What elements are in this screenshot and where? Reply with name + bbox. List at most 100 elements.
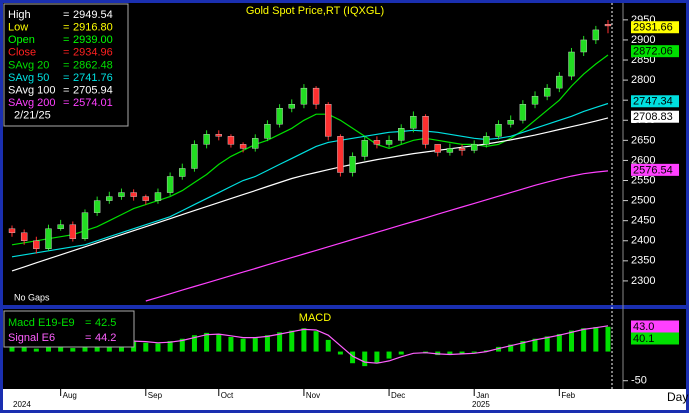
candle-body xyxy=(604,24,612,27)
legend-separator: = xyxy=(63,85,69,97)
macd-plot: -50 43.040.1 xyxy=(9,320,679,387)
macd-bar xyxy=(277,332,283,352)
candle-body xyxy=(118,192,125,197)
y-tick-label: 2800 xyxy=(631,74,655,86)
candle-body xyxy=(398,128,405,141)
price-marker-label: 40.1 xyxy=(633,333,654,345)
legend-label: Signal E6 xyxy=(8,332,55,344)
legend-separator: = xyxy=(63,72,69,84)
candle-body xyxy=(300,87,308,105)
candle-body xyxy=(422,116,429,145)
macd-bar xyxy=(532,338,538,352)
note: No Gaps xyxy=(14,292,50,302)
y-tick-label: 2350 xyxy=(631,255,655,267)
macd-title: MACD xyxy=(299,312,331,324)
candle-body xyxy=(179,168,186,177)
candle-body xyxy=(106,196,113,201)
year-label: 2024 xyxy=(13,400,31,409)
legend-label: SAvg 50 xyxy=(8,72,49,84)
x-axis-area xyxy=(3,389,686,410)
x-tick-label: Jan xyxy=(476,391,489,400)
legend-value: 2939.00 xyxy=(73,34,113,46)
y-tick-label: 2550 xyxy=(631,174,655,186)
legend-value: 2949.54 xyxy=(73,9,113,21)
macd-bar xyxy=(313,331,319,352)
x-tick-label: Sep xyxy=(148,391,163,400)
candle-body xyxy=(446,148,454,153)
macd-bar xyxy=(58,345,64,352)
macd-bar xyxy=(301,328,307,352)
macd-bar xyxy=(264,335,270,352)
candle-body xyxy=(568,51,575,77)
candle-body xyxy=(81,212,89,239)
y-tick-label: 2900 xyxy=(631,34,655,46)
y-tick-label: 2450 xyxy=(631,215,655,227)
legend-label: SAvg 20 xyxy=(8,59,49,71)
candle-body xyxy=(495,124,502,137)
macd-bar xyxy=(398,351,404,355)
macd-bar xyxy=(252,337,258,352)
macd-bar xyxy=(240,338,246,352)
macd-legend-box xyxy=(3,310,135,348)
candle-body xyxy=(543,87,551,97)
legend-box xyxy=(3,3,129,127)
price-marker-label: 2708.83 xyxy=(633,111,673,123)
candle-body xyxy=(264,124,271,139)
macd-bar xyxy=(496,346,502,352)
price-marker xyxy=(631,320,679,333)
candle-body xyxy=(483,136,490,145)
candle-body xyxy=(458,148,466,151)
y-tick-label: 2850 xyxy=(631,54,655,66)
candle-body xyxy=(8,228,16,233)
macd-bar xyxy=(82,345,88,352)
candle-body xyxy=(519,104,527,121)
candle-body xyxy=(385,140,393,145)
legend-separator: = xyxy=(63,47,69,59)
legend-label: High xyxy=(8,9,31,21)
legend-separator: = xyxy=(63,22,69,34)
candle-body xyxy=(434,144,441,153)
candle-body xyxy=(69,224,77,239)
macd-bar xyxy=(143,342,149,352)
candle-body xyxy=(252,138,259,149)
x-tick-label: Feb xyxy=(561,391,575,400)
macd-bar xyxy=(216,334,222,352)
macd-bar xyxy=(337,351,343,355)
macd-bar xyxy=(350,351,356,364)
macd-bar xyxy=(374,351,380,364)
candle-body xyxy=(349,156,356,173)
macd-bar xyxy=(386,351,392,359)
price-marker xyxy=(631,332,679,345)
macd-bar xyxy=(325,339,331,352)
x-tick-label: Oct xyxy=(221,391,234,400)
candle-body xyxy=(288,104,295,109)
candle-body xyxy=(325,104,332,137)
candle-body xyxy=(592,29,600,41)
legend-separator: = xyxy=(63,97,69,109)
macd-bar xyxy=(569,330,575,352)
macd-bar xyxy=(70,348,76,352)
price-marker xyxy=(631,163,679,176)
moving-average xyxy=(11,117,609,272)
macd-bar xyxy=(33,348,39,352)
candle-body xyxy=(531,95,539,105)
candle-body xyxy=(373,140,381,145)
legend-value: 2916.80 xyxy=(73,22,113,34)
legend-label: Open xyxy=(8,34,35,46)
macd-bar xyxy=(581,328,587,352)
candle-body xyxy=(166,176,174,193)
candle-body xyxy=(361,140,368,157)
candle-body xyxy=(203,134,210,145)
candle-body xyxy=(33,240,40,249)
y-tick-label: 2500 xyxy=(631,194,655,206)
candle-body xyxy=(142,196,149,201)
legend-value: 44.2 xyxy=(95,332,116,344)
macd-bar xyxy=(21,346,27,352)
price-marker-label: 2931.66 xyxy=(633,22,673,34)
moving-average xyxy=(11,54,609,246)
macd-bar xyxy=(204,332,210,352)
legend-label: Macd E19-E9 xyxy=(8,317,75,329)
macd-bar xyxy=(508,344,514,352)
candle-body xyxy=(45,228,52,249)
macd-bar xyxy=(167,341,173,352)
